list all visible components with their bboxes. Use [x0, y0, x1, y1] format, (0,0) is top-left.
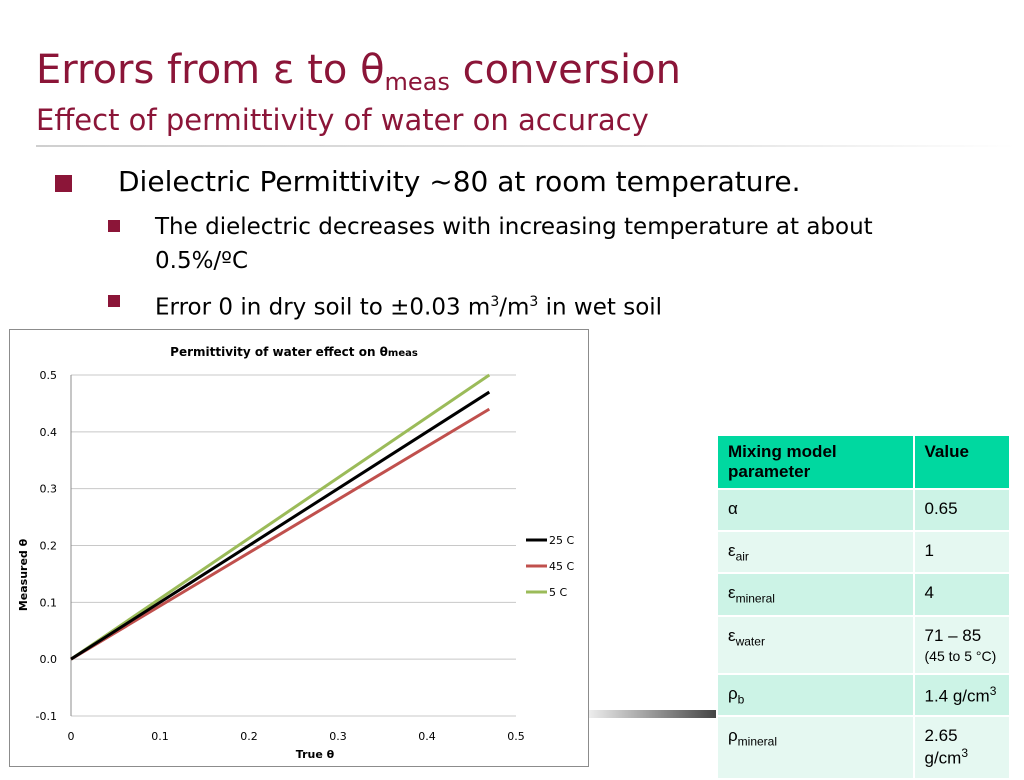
title-subscript: meas — [384, 68, 450, 96]
table-header-row: Mixing model parameter Value — [716, 434, 1011, 490]
param-symbol: ρ — [728, 726, 738, 746]
y-tick-label: 0.1 — [40, 596, 58, 609]
value-text: 1.4 g/cm — [924, 686, 990, 706]
x-tick-label: 0.5 — [507, 730, 525, 743]
x-tick-label: 0.3 — [329, 730, 347, 743]
header-value: Value — [912, 434, 1011, 490]
slide-subtitle: Effect of permittivity of water on accur… — [36, 103, 649, 137]
param-symbol: ε — [728, 625, 736, 645]
x-tick-label: 0.2 — [240, 730, 258, 743]
y-axis-label: Measured θ — [17, 538, 30, 611]
legend-label: 45 C — [549, 560, 574, 573]
value-superscript: 3 — [961, 746, 969, 761]
value-cell: 4 — [912, 572, 1011, 617]
value-cell: 0.65 — [912, 488, 1011, 532]
value-note: (45 to 5 °C) — [924, 647, 997, 664]
param-cell: α — [716, 488, 915, 532]
param-subscript: mineral — [735, 591, 775, 606]
mixing-model-table: Mixing model parameter Value α 0.65 εair… — [716, 434, 1011, 780]
param-symbol: ε — [728, 583, 736, 603]
param-subscript: water — [735, 634, 765, 649]
param-symbol: α — [728, 499, 738, 518]
chart-title-sub: meas — [388, 348, 418, 359]
param-cell: εmineral — [716, 572, 915, 617]
param-subscript: b — [737, 692, 745, 707]
param-subscript: mineral — [737, 734, 778, 749]
x-tick-label: 0.1 — [151, 730, 169, 743]
bullet-error: Error 0 in dry soil to ±0.03 m3/m3 in we… — [108, 285, 875, 325]
table-row: ρmineral 2.65 g/cm3 — [716, 715, 1011, 780]
x-axis-label: True θ — [296, 748, 335, 761]
bullet-sup-1: 3 — [490, 294, 500, 310]
y-tick-label: -0.1 — [36, 710, 57, 723]
param-cell: ρmineral — [716, 715, 915, 780]
bullet-text: Dielectric Permittivity ~80 at room temp… — [118, 165, 801, 198]
param-cell: ρb — [716, 672, 915, 718]
table-row: εmineral 4 — [716, 572, 1011, 617]
y-tick-label: 0.0 — [40, 653, 58, 666]
chart-svg: -0.10.00.10.20.30.40.5 0 0.1 0.2 0.3 0.4 0.5 … — [17, 345, 574, 761]
series-line — [70, 373, 491, 661]
value-superscript: 3 — [989, 683, 997, 698]
param-subscript: air — [735, 549, 749, 564]
bullet-temperature: The dielectric decreases with increasing… — [108, 210, 875, 278]
legend-label: 25 C — [549, 534, 574, 547]
bullet-sup-2: 3 — [529, 294, 539, 310]
value-text: 2.65 g/cm — [924, 726, 962, 769]
bullet-permittivity: Dielectric Permittivity ~80 at room temp… — [55, 165, 801, 198]
table-row: εair 1 — [716, 529, 1011, 575]
bullet-text: The dielectric decreases with increasing… — [155, 214, 873, 274]
value-cell: 71 – 85 (45 to 5 °C) — [912, 614, 1011, 675]
title-main: Errors from ε to θ — [36, 47, 385, 93]
y-tick-label: 0.5 — [40, 369, 58, 382]
value-cell: 1.4 g/cm3 — [912, 672, 1011, 718]
value-cell: 1 — [912, 529, 1011, 575]
table-row: ρb 1.4 g/cm3 — [716, 672, 1011, 718]
slide-title: Errors from ε to θmeas conversion — [36, 46, 681, 106]
value-cell: 2.65 g/cm3 — [912, 715, 1011, 780]
title-divider — [36, 145, 1016, 147]
chart-title-main: Permittivity of water effect on θ — [170, 345, 388, 359]
decorative-gradient-bar — [585, 710, 716, 718]
bullet-text-b: /m — [499, 294, 530, 321]
bullet-text-a: Error 0 in dry soil to ±0.03 m — [155, 294, 491, 321]
table-row: α 0.65 — [716, 488, 1011, 532]
legend-label: 5 C — [549, 586, 567, 599]
param-cell: εwater — [716, 614, 915, 675]
bullet-text-c: in wet soil — [538, 294, 663, 321]
header-parameter: Mixing model parameter — [716, 434, 915, 490]
title-end: conversion — [449, 47, 681, 93]
bullet-square-icon — [108, 220, 120, 232]
y-tick-label: 0.2 — [40, 540, 58, 553]
value-range: 71 – 85 — [924, 625, 982, 645]
x-tick-label: 0 — [68, 730, 75, 743]
chart-legend: 25 C 45 C 5 C — [526, 534, 574, 599]
series-line — [70, 390, 491, 661]
y-tick-label: 0.3 — [40, 483, 58, 496]
x-tick-label: 0.4 — [418, 730, 436, 743]
param-symbol: ε — [728, 541, 736, 560]
bullet-square-icon — [108, 295, 120, 307]
table-row: εwater 71 – 85 (45 to 5 °C) — [716, 614, 1011, 675]
chart-title: Permittivity of water effect on θmeas — [170, 345, 418, 359]
param-symbol: ρ — [728, 683, 738, 703]
param-cell: εair — [716, 529, 915, 575]
chart-frame: -0.1 0.0 0.1 0.2 0.3 0.4 0.5 0 0.1 0.2 0.3 0.4 0.5 … — [9, 329, 589, 767]
bullet-text: Error 0 in dry soil to ±0.03 m3/m3 in we… — [155, 285, 875, 325]
bullet-square-icon — [55, 175, 72, 192]
series-line — [70, 407, 491, 661]
y-tick-label: 0.4 — [40, 426, 58, 439]
